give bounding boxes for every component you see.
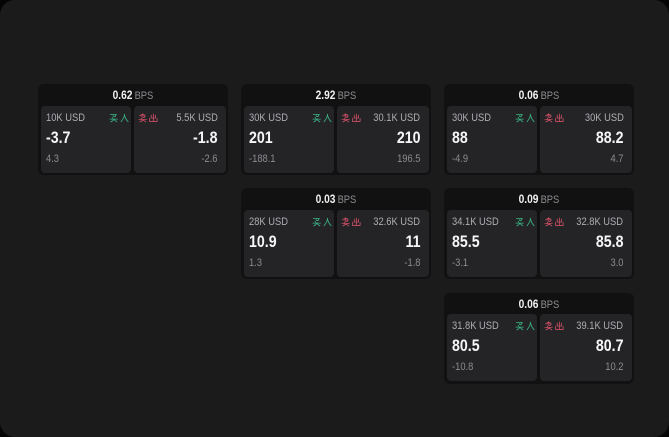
buy-label: [515, 321, 535, 331]
buy-delta: -10.8: [452, 361, 474, 374]
spread-value: 0.09: [518, 192, 539, 207]
buy-amount: 30K USD: [452, 111, 491, 124]
spread-text: 0.09 BPS: [519, 192, 560, 206]
buy-price: -3.7: [46, 128, 71, 147]
sell-quote[interactable]: 39.1K USD 80.7 10.2: [540, 314, 632, 382]
sell-label: [544, 321, 564, 331]
buy-quote[interactable]: 10K USD -3.7 4.3: [40, 105, 131, 173]
sell-amount: 32.6K USD: [373, 215, 421, 228]
buy-price: 201: [249, 128, 273, 147]
sell-amount: 32.8K USD: [576, 215, 624, 228]
spread-unit: BPS: [337, 90, 357, 102]
spread-header: 0.03 BPS: [244, 191, 429, 210]
buy-price: 80.5: [452, 337, 480, 356]
sell-quote[interactable]: 30K USD 88.2 4.7: [540, 105, 632, 173]
quote-card: 2.92 BPS 30K USD 201 -188.1 30.1K USD: [241, 84, 431, 175]
buy-quote[interactable]: 31.8K USD 80.5 -10.8: [446, 314, 537, 382]
spread-value: 2.92: [315, 88, 336, 102]
spread-value: 0.06: [518, 88, 539, 102]
spread-text: 0.06 BPS: [519, 88, 560, 102]
sell-delta: -2.6: [201, 152, 218, 165]
sell-price: 210: [396, 128, 421, 147]
sell-price: 88.2: [595, 128, 624, 147]
spread-header: 0.09 BPS: [447, 191, 632, 210]
sell-price: 85.8: [595, 232, 624, 251]
buy-quote[interactable]: 30K USD 88 -4.9: [446, 105, 537, 173]
buy-amount: 34.1K USD: [452, 215, 499, 228]
spread-header: 0.06 BPS: [447, 87, 632, 106]
spread-unit: BPS: [540, 194, 560, 207]
sell-delta: 196.5: [397, 152, 421, 165]
sell-delta: 3.0: [610, 256, 624, 269]
sell-quote[interactable]: 30.1K USD 210 196.5: [337, 105, 429, 173]
spread-value: 0.62: [112, 88, 133, 102]
buy-amount: 30K USD: [249, 111, 288, 124]
buy-price: 88: [452, 128, 468, 147]
buy-label: [515, 113, 535, 123]
buy-label: [109, 113, 129, 123]
sell-label: [341, 113, 361, 123]
sell-price: 11: [405, 232, 421, 251]
quote-card: 0.06 BPS 31.8K USD 80.5 -10.8 39.1K U: [444, 292, 634, 384]
sell-quote[interactable]: 5.5K USD -1.8 -2.6: [134, 105, 226, 173]
buy-label: [515, 217, 535, 227]
buy-amount: 10K USD: [46, 111, 85, 124]
buy-quote[interactable]: 34.1K USD 85.5 -3.1: [446, 209, 537, 277]
sell-quote[interactable]: 32.8K USD 85.8 3.0: [540, 209, 632, 277]
sell-delta: 4.7: [610, 152, 624, 165]
sell-price: -1.8: [193, 128, 218, 147]
spread-text: 0.03 BPS: [316, 192, 357, 206]
buy-quote[interactable]: 28K USD 10.9 1.3: [243, 209, 334, 277]
spread-unit: BPS: [540, 298, 560, 311]
sell-label: [544, 113, 564, 123]
quote-card: 0.09 BPS 34.1K USD 85.5 -3.1 32.8K US: [444, 188, 634, 280]
sell-amount: 30.1K USD: [373, 111, 421, 124]
buy-label: [312, 217, 332, 227]
spread-unit: BPS: [337, 194, 357, 207]
sell-quote[interactable]: 32.6K USD 11 -1.8: [337, 209, 429, 277]
spread-header: 2.92 BPS: [244, 87, 429, 106]
buy-delta: 4.3: [46, 152, 60, 165]
quote-card: 0.03 BPS 28K USD 10.9 1.3 32.6K USD: [241, 188, 431, 280]
spread-header: 0.62 BPS: [41, 87, 226, 106]
quote-card-grid: 0.62 BPS 10K USD -3.7 4.3 5.5K USD: [38, 84, 634, 384]
buy-price: 10.9: [249, 232, 277, 251]
sell-delta: 10.2: [605, 361, 624, 374]
sell-amount: 30K USD: [584, 111, 624, 124]
spread-text: 2.92 BPS: [316, 88, 357, 102]
spread-unit: BPS: [540, 90, 560, 102]
buy-delta: -4.9: [452, 152, 469, 165]
spread-text: 0.62 BPS: [113, 88, 154, 102]
buy-quote[interactable]: 30K USD 201 -188.1: [243, 105, 334, 173]
buy-delta: -3.1: [452, 256, 469, 269]
sell-delta: -1.8: [404, 256, 421, 269]
spread-text: 0.06 BPS: [519, 297, 560, 311]
sell-amount: 5.5K USD: [175, 111, 218, 124]
spread-header: 0.06 BPS: [447, 295, 632, 314]
buy-price: 85.5: [452, 232, 480, 251]
buy-delta: 1.3: [249, 256, 263, 269]
spread-unit: BPS: [134, 90, 154, 102]
sell-price: 80.7: [595, 337, 624, 356]
sell-label: [341, 217, 361, 227]
spread-value: 0.03: [315, 192, 336, 207]
buy-amount: 31.8K USD: [452, 320, 499, 333]
sell-label: [544, 217, 564, 227]
buy-label: [312, 113, 332, 123]
buy-delta: -188.1: [249, 152, 276, 165]
spread-value: 0.06: [518, 296, 539, 311]
sell-label: [138, 113, 158, 123]
quote-card: 0.62 BPS 10K USD -3.7 4.3 5.5K USD: [38, 84, 228, 175]
buy-amount: 28K USD: [249, 215, 288, 228]
quote-card: 0.06 BPS 30K USD 88 -4.9 30K USD: [444, 84, 634, 175]
sell-amount: 39.1K USD: [576, 320, 624, 333]
